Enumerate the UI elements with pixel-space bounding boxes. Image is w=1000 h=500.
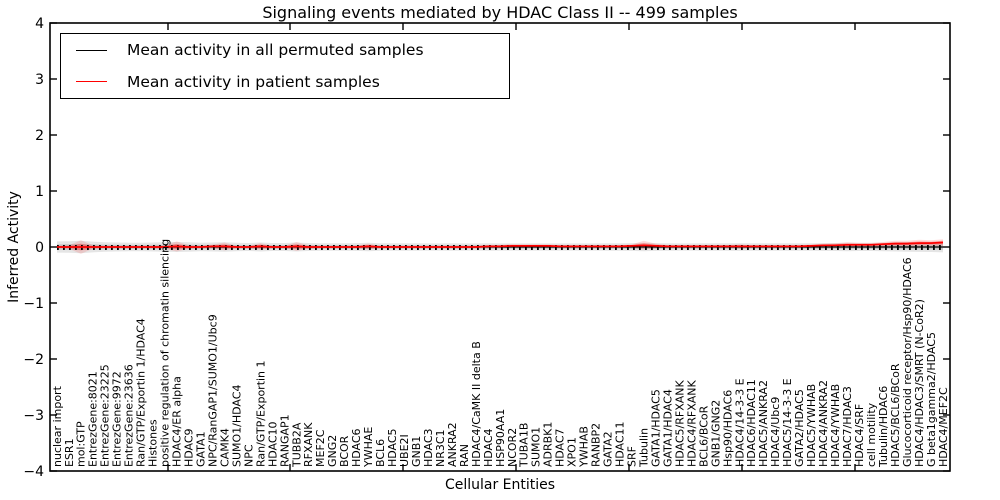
x-category-label: GATA1/HDAC5 (649, 389, 662, 467)
x-category-label: BCOR (338, 435, 351, 467)
x-category-label: NPC/RanGAP1/SUMO1/Ubc9 (206, 314, 219, 467)
x-category-label: HDAC4/HDAC3/SMRT (N-CoR2) (913, 299, 926, 467)
x-category-label: HDAC6 (350, 428, 363, 467)
x-category-label: YWHAE (362, 427, 375, 468)
x-category-label: HDAC4/Ubc9 (769, 397, 782, 467)
legend: Mean activity in all permuted samples Me… (60, 33, 510, 99)
x-category-label: YWHAB (578, 426, 591, 468)
x-category-label: HDAC9 (183, 428, 196, 467)
x-category-label: Tubulin/HDAC6 (877, 386, 890, 468)
x-category-label: EntrezGene:23636 (123, 364, 136, 467)
x-category-label: Tubulin (637, 428, 650, 468)
y-tick-label: 4 (35, 16, 44, 32)
x-category-label: HDAC4/YWHAB (829, 384, 842, 467)
chart-title: Signaling events mediated by HDAC Class … (262, 3, 738, 22)
x-category-label: HDAC4/RFXANK (685, 379, 698, 467)
x-category-label: Glucocorticoid receptor/Hsp90/HDAC6 (901, 257, 914, 467)
legend-item-permuted: Mean activity in all permuted samples (61, 35, 509, 66)
x-category-label: G beta1gamma2/HDAC5 (925, 332, 938, 467)
x-category-label: NR3C1 (434, 429, 447, 467)
legend-item-patient: Mean activity in patient samples (61, 66, 509, 97)
y-tick-label: 2 (35, 128, 44, 144)
x-category-label: HDAC4 (482, 428, 495, 467)
x-category-label: HDAC4/14-3-3 E (733, 378, 746, 467)
x-category-label: Ran/GTP/Exportin 1/HDAC4 (135, 318, 148, 467)
x-category-label: HDAC11 (614, 421, 627, 467)
x-category-label: EntrezGene:9972 (111, 371, 124, 467)
x-axis-label: Cellular Entities (444, 477, 556, 493)
y-tick-label: −1 (23, 296, 44, 312)
x-category-label: GNG2 (326, 435, 339, 467)
x-category-label: TUBA1B (518, 423, 531, 468)
x-category-label: Ran/GTP/Exportin 1 (254, 360, 267, 467)
y-axis-label: Inferred Activity (6, 191, 22, 303)
x-category-label: HDAC5/ANKRA2 (757, 380, 770, 467)
x-category-label: ANKRA2 (446, 422, 459, 467)
x-category-label: HDAC5 (386, 428, 399, 467)
x-category-label: EntrezGene:23225 (99, 364, 112, 467)
x-category-label: MEF2C (314, 429, 327, 467)
x-category-label: ADRBK1 (542, 422, 555, 467)
x-category-label: GNB1 (410, 436, 423, 467)
x-category-label: CAMK4 (218, 428, 231, 467)
legend-line-permuted-icon (76, 49, 107, 51)
x-category-label: RANGAP1 (278, 414, 291, 467)
x-category-label: cell motility (865, 402, 878, 467)
x-category-label: HDAC10 (266, 421, 279, 467)
x-category-label: positive regulation of chromatin silenci… (159, 239, 172, 467)
x-category-label: HDAC3 (422, 428, 435, 467)
x-category-label: HDAC7/HDAC3 (841, 386, 854, 467)
x-category-label: NCOR2 (506, 428, 519, 467)
x-category-label: NPC (242, 444, 255, 467)
x-category-label: XPO1 (566, 437, 579, 467)
x-category-label: GNB1/GNG2 (709, 400, 722, 467)
x-category-label: HDAC4/MEF2C (937, 387, 950, 467)
x-category-label: EntrezGene:8021 (87, 371, 100, 467)
plot-border (49, 22, 951, 472)
x-category-label: HDAC5/BCL6/BCoR (889, 363, 902, 467)
x-category-label: HSP90AA1 (494, 409, 507, 467)
x-category-label: GATA1 (194, 431, 207, 467)
x-category-label: HDAC4/CaMK II delta B (470, 341, 483, 467)
x-category-label: mol:GTP (75, 421, 88, 467)
x-category-label: TUBB2A (290, 422, 303, 468)
x-category-label: RFXANK (302, 422, 315, 467)
x-category-label: HDAC4/SRF (853, 404, 866, 467)
x-category-label: GATA2 (602, 431, 615, 467)
x-category-label: RANBP2 (590, 423, 603, 467)
y-tick-label: 1 (35, 184, 44, 200)
x-category-label: HDAC7 (554, 428, 567, 467)
legend-label-permuted: Mean activity in all permuted samples (127, 41, 424, 60)
y-tick-label: 3 (35, 72, 44, 88)
x-category-label: BCL6/BCoR (697, 405, 710, 467)
y-tick-label: −2 (23, 352, 44, 368)
x-category-label: SUMO1 (530, 427, 543, 467)
x-category-label: HDAC4/ER alpha (171, 376, 184, 467)
x-category-label: HDAC5/14-3-3 E (781, 378, 794, 467)
patient-mean-line (57, 241, 944, 248)
x-category-label: SUMO1/HDAC4 (230, 385, 243, 467)
x-category-label: Histones (147, 419, 160, 467)
x-category-label: HDAC4/ANKRA2 (817, 380, 830, 467)
x-category-label: GATA1/HDAC4 (661, 389, 674, 467)
y-tick-label: 0 (35, 240, 44, 256)
y-tick-label: −4 (23, 464, 44, 480)
x-category-label: HDAC5/RFXANK (673, 379, 686, 467)
y-tick-label: −3 (23, 408, 44, 424)
x-category-label: BCL6 (374, 439, 387, 467)
x-category-label: UBE2I (398, 434, 411, 467)
x-category-label: ESR1 (63, 438, 76, 467)
x-category-label: nuclear import (51, 385, 64, 467)
x-category-label: SRF (626, 446, 639, 467)
x-category-label: HDAC5/YWHAB (805, 384, 818, 467)
x-category-label: Hsp90/HDAC6 (721, 390, 734, 467)
x-category-label: RAN (458, 444, 471, 467)
legend-line-patient-icon (76, 81, 107, 83)
x-category-label: GATA2/HDAC5 (793, 389, 806, 467)
x-category-label: HDAC6/HDAC11 (745, 379, 758, 467)
legend-label-patient: Mean activity in patient samples (127, 72, 380, 91)
